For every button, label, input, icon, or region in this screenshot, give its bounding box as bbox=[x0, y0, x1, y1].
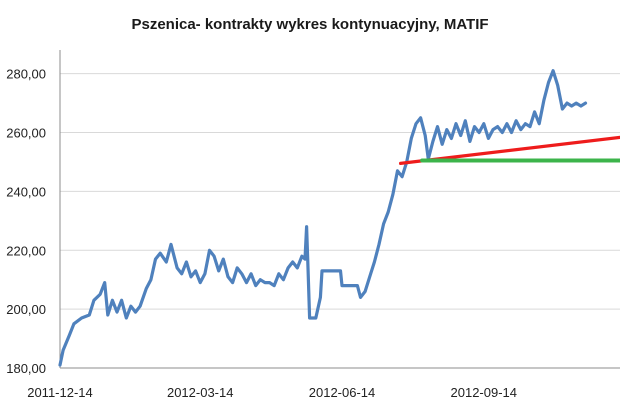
chart-title: Pszenica- kontrakty wykres kontynuacyjny… bbox=[131, 16, 489, 33]
y-tick-label: 200,00 bbox=[6, 302, 46, 317]
x-tick-label: 2012-03-14 bbox=[167, 385, 234, 400]
y-tick-label: 180,00 bbox=[6, 361, 46, 376]
y-tick-label: 260,00 bbox=[6, 126, 46, 141]
x-tick-label: 2012-06-14 bbox=[309, 385, 376, 400]
x-tick-label: 2012-09-14 bbox=[451, 385, 518, 400]
y-tick-label: 220,00 bbox=[6, 243, 46, 258]
y-tick-label: 280,00 bbox=[6, 67, 46, 82]
price-line bbox=[58, 69, 588, 367]
y-tick-label: 240,00 bbox=[6, 184, 46, 199]
x-tick-label: 2011-12-14 bbox=[27, 385, 93, 400]
